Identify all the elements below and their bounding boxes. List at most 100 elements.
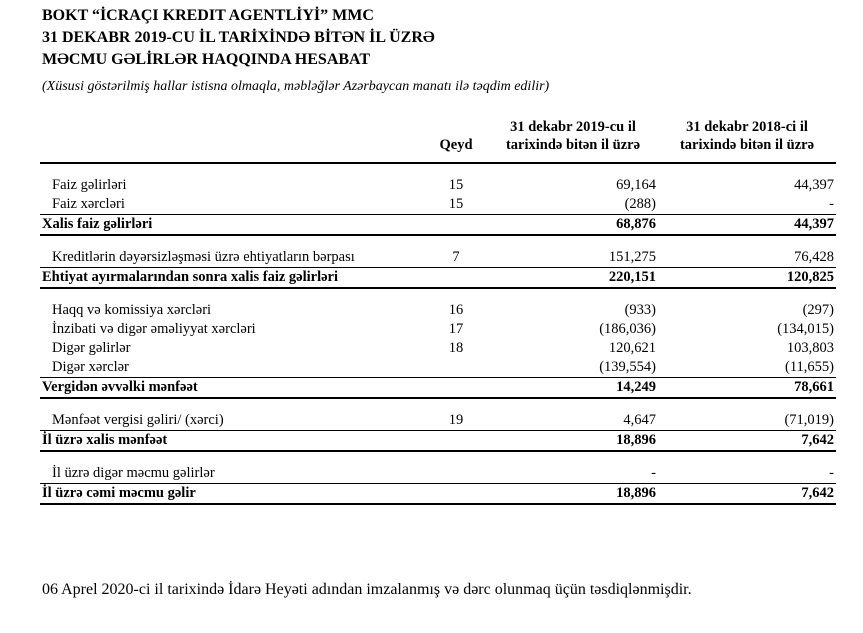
row: Mənfəət vergisi gəliri/ (xərci) 19 4,647 (7… [40,411,836,431]
row-label: Haqq və komissiya xərcləri [52,302,212,318]
note-ref: 19 [448,412,464,428]
row: Haqq və komissiya xərcləri 16 (933) (297) [40,301,836,320]
amount: - [829,196,834,212]
amount: 7,642 [658,483,836,505]
cell [40,163,424,176]
amount: 103,803 [786,340,834,356]
row: İnzibati və digər əməliyyat xərcləri 17 (1… [40,320,836,339]
column-header: Qeyd [439,136,473,153]
amount: - [829,465,834,481]
row-label: İnzibati və digər əməliyyat xərcləri [52,321,256,337]
amount: 14,249 [488,377,658,399]
cell [488,288,658,301]
column-header: 31 dekabr 2019-cu il [510,118,636,135]
row-label: Kreditlərin dəyərsizləşməsi üzrə ehtiyat… [52,249,355,265]
total-row: Xalis faiz gəlirləri 68,876 44,397 [40,214,836,236]
title-line: 31 DEKABR 2019-CU İL TARİXİNDƏ BİTƏN İL … [42,29,435,46]
cell [424,163,488,176]
note-ref [424,267,488,289]
cell [658,451,836,464]
row-label: İl üzrə digər məcmu gəlirlər [52,465,215,481]
cell [488,451,658,464]
amount: 44,397 [658,214,836,236]
note-ref: 7 [452,249,460,265]
note-ref [424,214,488,236]
note-ref: 18 [448,340,464,356]
cell [40,398,424,411]
cell [488,398,658,411]
row-label: Mənfəət vergisi gəliri/ (xərci) [52,412,224,428]
row-label: Digər gəlirlər [52,340,131,356]
note-ref: 15 [448,196,464,212]
row: Digər xərclər (139,554) (11,655) [40,358,836,378]
spacer [40,451,836,464]
amount: 76,428 [794,249,834,265]
cell [658,288,836,301]
amount: 18,896 [488,483,658,505]
row-label: Faiz gəlirləri [52,177,127,193]
amount: (11,655) [785,359,834,375]
amount: (297) [802,302,834,318]
statement-table: 31 dekabr 2019-cu il 31 dekabr 2018-ci i… [40,118,836,505]
note-ref [424,483,488,505]
note-ref: 16 [448,302,464,318]
total-row: İl üzrə cəmi məcmu gəlir 18,896 7,642 [40,483,836,505]
row-label: Digər xərclər [52,359,129,375]
row: İl üzrə digər məcmu gəlirlər - - [40,464,836,484]
column-header: tarixində bitən il üzrə [505,136,641,153]
cell [488,163,658,176]
row: Digər gəlirlər 18 120,621 103,803 [40,339,836,358]
amount: (139,554) [599,359,656,375]
amount: 151,275 [608,249,656,265]
note-ref [424,377,488,399]
cell [424,235,488,248]
cell [424,398,488,411]
note-ref [424,464,488,484]
row: Kreditlərin dəyərsizləşməsi üzrə ehtiyat… [40,248,836,268]
row: Faiz gəlirləri 15 69,164 44,397 [40,176,836,195]
cell [488,235,658,248]
amount: 78,661 [658,377,836,399]
title-line: BOKT “İCRAÇI KREDIT AGENTLİYİ” MMC [42,7,374,24]
cell [40,235,424,248]
cell [40,288,424,301]
total-row: İl üzrə xalis mənfəət 18,896 7,642 [40,430,836,452]
row-label: Xalis faiz gəlirləri [40,214,424,236]
header-row: Qeyd tarixində bitən il üzrə tarixində b… [40,136,836,154]
amount: 18,896 [488,430,658,452]
spacer [40,398,836,411]
note-ref: 17 [448,321,464,337]
amount: 44,397 [794,177,834,193]
amount: (933) [624,302,656,318]
cell [424,288,488,301]
cell [424,451,488,464]
row-label: İl üzrə cəmi məcmu gəlir [40,483,424,505]
amount: (134,015) [777,321,834,337]
header-rule [40,154,836,164]
row-label: İl üzrə xalis mənfəət [40,430,424,452]
amount: 7,642 [658,430,836,452]
spacer [40,163,836,176]
cell [658,398,836,411]
spacer [40,288,836,301]
note-ref [424,430,488,452]
subtitle: (Xüsusi göstərilmiş hallar istisna olmaq… [42,79,550,94]
cell [40,451,424,464]
column-header: 31 dekabr 2018-ci il [686,118,808,135]
amount: (288) [624,196,656,212]
amount: 220,151 [488,267,658,289]
total-row: Vergidən əvvəlki mənfəət 14,249 78,661 [40,377,836,399]
total-row: Ehtiyat ayırmalarından sonra xalis faiz … [40,267,836,289]
spacer [40,235,836,248]
row-label: Vergidən əvvəlki mənfəət [40,377,424,399]
amount: 120,621 [608,340,656,356]
amount: - [651,465,656,481]
row-label: Faiz xərcləri [52,196,125,212]
note-ref: 15 [448,177,464,193]
row: Faiz xərcləri 15 (288) - [40,195,836,215]
column-header: tarixində bitən il üzrə [679,136,815,153]
header-row: 31 dekabr 2019-cu il 31 dekabr 2018-ci i… [40,118,836,136]
amount: 68,876 [488,214,658,236]
amount: 120,825 [658,267,836,289]
